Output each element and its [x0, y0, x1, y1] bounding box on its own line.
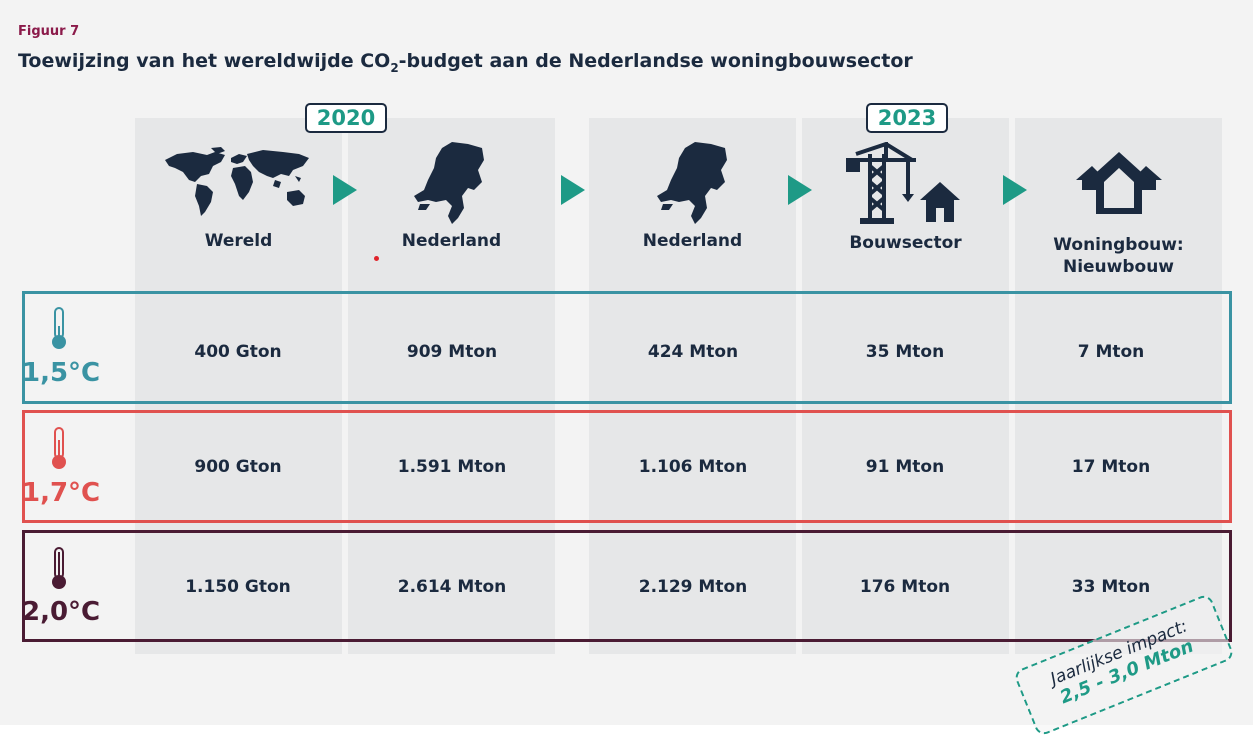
value-nederland-2020-2-0: 2.614 Mton: [397, 577, 507, 597]
figure-label: Figuur 7: [18, 24, 80, 39]
year-badge-2020: 2020: [305, 103, 387, 133]
houses-icon: [1076, 152, 1162, 214]
figure-title: Toewijzing van het wereldwijde CO2-budge…: [18, 50, 913, 75]
title-subscript: 2: [390, 60, 399, 75]
title-part-1: Toewijzing van het wereldwijde CO: [18, 50, 391, 72]
value-nederland-2020-1-5: 909 Mton: [406, 342, 498, 362]
arrow-right-icon: [333, 175, 357, 205]
value-woningbouw-1-5: 7 Mton: [1077, 342, 1145, 362]
value-wereld-1-5: 400 Gton: [194, 342, 282, 362]
world-map-icon: [165, 147, 309, 216]
thermometer-icon: [52, 547, 66, 589]
value-nederland-2023-2-0: 2.129 Mton: [638, 577, 748, 597]
column-label-woningbouw-line2: Nieuwbouw: [1062, 257, 1175, 277]
arrow-right-icon: [788, 175, 812, 205]
value-nederland-2020-1-7: 1.591 Mton: [397, 457, 507, 477]
value-bouwsector-2-0: 176 Mton: [859, 577, 951, 597]
temperature-label-1-7: 1,7°C: [22, 478, 101, 508]
column-label-nederland-2023: Nederland: [642, 231, 743, 251]
column-nederland-2023-bg: [589, 118, 796, 654]
arrow-right-icon: [1003, 175, 1027, 205]
year-badge-2023: 2023: [866, 103, 948, 133]
column-wereld-bg: [135, 118, 342, 654]
value-wereld-2-0: 1.150 Gton: [185, 577, 291, 597]
value-woningbouw-2-0: 33 Mton: [1071, 577, 1151, 597]
scenario-band-2-0: [22, 530, 1232, 642]
value-nederland-2023-1-5: 424 Mton: [647, 342, 739, 362]
value-bouwsector-1-7: 91 Mton: [865, 457, 945, 477]
value-nederland-2023-1-7: 1.106 Mton: [638, 457, 748, 477]
column-label-woningbouw: Woningbouw: Nieuwbouw: [1015, 234, 1222, 278]
crane-house-icon: [846, 142, 960, 224]
temperature-label-1-5: 1,5°C: [22, 358, 101, 388]
value-woningbouw-1-7: 17 Mton: [1071, 457, 1151, 477]
thermometer-icon: [52, 427, 66, 469]
column-label-nederland-2020: Nederland: [401, 231, 502, 251]
column-label-bouwsector: Bouwsector: [849, 233, 962, 253]
arrow-right-icon: [561, 175, 585, 205]
thermometer-icon: [52, 307, 66, 349]
netherlands-map-icon: [414, 142, 484, 224]
netherlands-map-icon: [657, 142, 727, 224]
temperature-label-2-0: 2,0°C: [22, 597, 101, 627]
column-bouwsector-bg: [802, 118, 1009, 654]
value-bouwsector-1-5: 35 Mton: [865, 342, 945, 362]
scenario-band-1-7: [22, 410, 1232, 523]
scenario-band-1-5: [22, 291, 1232, 404]
column-label-wereld: Wereld: [204, 231, 273, 251]
title-part-2: -budget aan de Nederlandse woningbouwsec…: [398, 50, 913, 72]
column-label-woningbouw-line1: Woningbouw:: [1053, 235, 1184, 255]
marker-dot: [374, 256, 379, 261]
value-wereld-1-7: 900 Gton: [194, 457, 282, 477]
